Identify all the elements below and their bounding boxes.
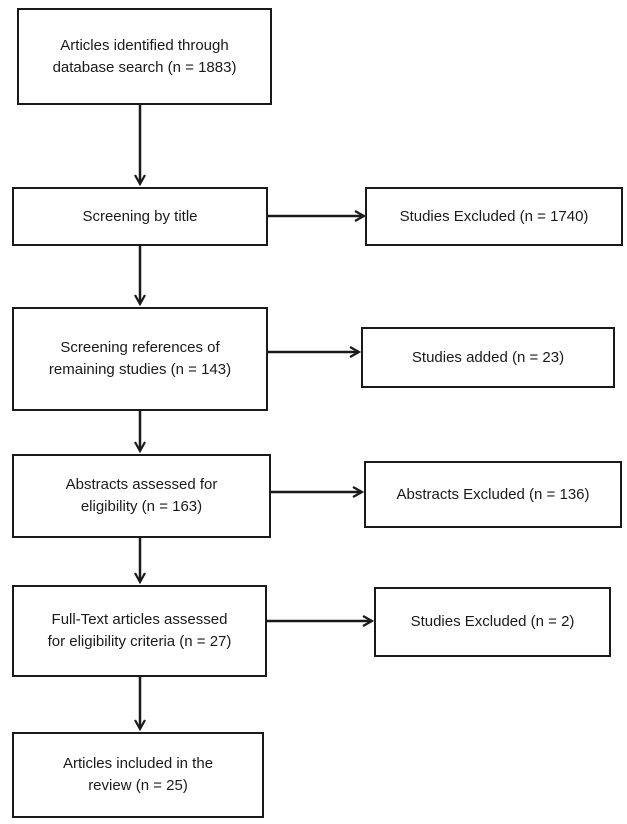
node-screening-references: Screening references of remaining studie… xyxy=(12,307,268,411)
node-text: Articles identified through database sea… xyxy=(52,36,237,76)
node-text: Abstracts Excluded (n = 136) xyxy=(396,485,590,503)
node-abstracts-excluded: Abstracts Excluded (n = 136) xyxy=(364,461,622,528)
node-studies-excluded-fulltext: Studies Excluded (n = 2) xyxy=(374,587,611,657)
node-text: Screening by title xyxy=(82,207,198,225)
node-text: Studies added (n = 23) xyxy=(411,348,565,366)
node-text: Screening references of remaining studie… xyxy=(48,339,232,378)
node-abstracts-assessed: Abstracts assessed for eligibility (n = … xyxy=(12,454,271,538)
node-text: Full-Text articles assessed for eligibil… xyxy=(47,611,232,650)
node-text: Studies Excluded (n = 2) xyxy=(410,613,575,630)
node-full-text-assessed: Full-Text articles assessed for eligibil… xyxy=(12,585,267,677)
node-screening-by-title: Screening by title xyxy=(12,187,268,246)
node-text: Studies Excluded (n = 1740) xyxy=(399,207,589,225)
node-articles-identified: Articles identified through database sea… xyxy=(17,8,272,105)
node-text: Articles included in the review (n = 25) xyxy=(62,755,214,794)
node-articles-included: Articles included in the review (n = 25) xyxy=(12,732,264,818)
node-studies-excluded-title: Studies Excluded (n = 1740) xyxy=(365,187,623,246)
node-text: Abstracts assessed for eligibility (n = … xyxy=(65,476,218,515)
node-studies-added: Studies added (n = 23) xyxy=(361,327,615,388)
